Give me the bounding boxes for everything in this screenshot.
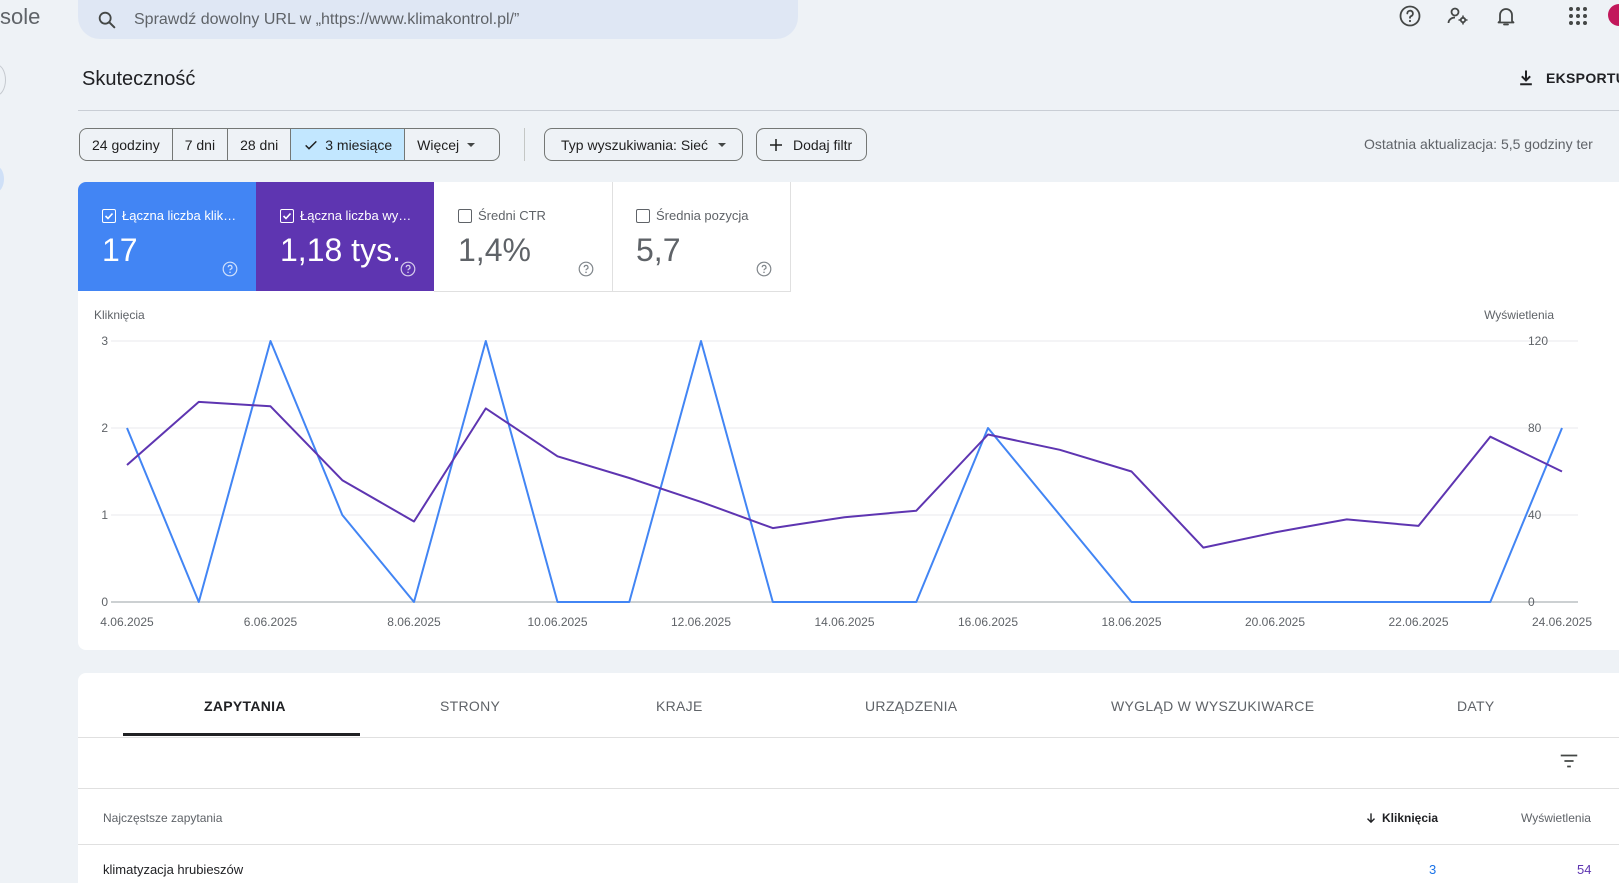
x-tick-label: 14.06.2025	[814, 615, 874, 629]
tab-pages[interactable]: STRONY	[440, 698, 501, 714]
filter-separator	[524, 128, 525, 161]
metric-value: 5,7	[636, 232, 681, 268]
series-line-clicks	[126, 340, 1563, 603]
impressions-cell: 54	[1577, 862, 1592, 877]
help-icon[interactable]	[756, 261, 772, 277]
admin-settings-icon[interactable]	[1446, 4, 1470, 28]
download-icon	[1520, 70, 1532, 86]
export-button[interactable]: EKSPORTU	[1516, 68, 1619, 88]
checkbox-checked-icon[interactable]	[102, 208, 116, 223]
y-right-tick-label: 80	[1528, 421, 1542, 435]
help-icon[interactable]	[578, 261, 594, 277]
y-left-tick-label: 0	[101, 595, 108, 609]
search-placeholder[interactable]: Sprawdź dowolny URL w „https://www.klima…	[134, 10, 520, 28]
y-left-tick-label: 3	[101, 334, 108, 348]
filter-icon[interactable]	[1558, 750, 1580, 772]
metric-total-clicks[interactable]: Łączna liczba klik… 17	[78, 182, 256, 291]
clicks-cell: 3	[1429, 862, 1437, 877]
performance-chart[interactable]: 0 1 2 3 0 40 80 120 Kliknięcia Wyświetlenia 4.06.2…	[78, 300, 1619, 640]
url-inspection-search[interactable]: Sprawdź dowolny URL w „https://www.klima…	[78, 0, 798, 39]
tab-search-appearance[interactable]: WYGLĄD W WYSZUKIWARCE	[1111, 698, 1315, 714]
tab-countries[interactable]: KRAJE	[656, 698, 703, 714]
y-right-tick-label: 120	[1528, 334, 1548, 348]
x-tick-label: 8.06.2025	[387, 615, 441, 629]
range-3m[interactable]: 3 miesiące	[291, 129, 406, 160]
notifications-icon[interactable]	[1494, 4, 1518, 28]
range-7d[interactable]: 7 dni	[173, 129, 229, 160]
query-cell[interactable]: klimatyzacja hrubieszów	[103, 862, 244, 877]
app-name: sole	[0, 4, 41, 29]
x-tick-label: 16.06.2025	[958, 615, 1018, 629]
chevron-down-icon	[718, 142, 727, 147]
metric-average-ctr[interactable]: Średni CTR 1,4%	[434, 182, 613, 292]
metric-average-position[interactable]: Średnia pozycja 5,7	[612, 182, 791, 292]
help-icon[interactable]	[400, 261, 416, 277]
add-filter-button[interactable]: Dodaj filtr	[756, 128, 868, 161]
apps-grid-icon[interactable]	[1566, 4, 1590, 28]
range-more[interactable]: Więcej	[405, 129, 499, 160]
chevron-down-icon	[467, 142, 476, 147]
x-tick-label: 4.06.2025	[100, 615, 154, 629]
x-tick-label: 12.06.2025	[671, 615, 731, 629]
x-tick-label: 22.06.2025	[1388, 615, 1448, 629]
range-24h[interactable]: 24 godziny	[80, 129, 173, 160]
search-type-filter[interactable]: Typ wyszukiwania: Sieć	[544, 128, 744, 161]
check-icon	[305, 140, 318, 150]
divider	[78, 844, 1619, 845]
plus-icon	[770, 138, 782, 151]
range-28d[interactable]: 28 dni	[228, 129, 292, 160]
metric-total-impressions[interactable]: Łączna liczba wy… 1,18 tys.	[256, 182, 434, 291]
date-range-selector[interactable]: 24 godziny 7 dni 28 dni 3 miesiące Więce…	[79, 128, 501, 161]
tab-devices[interactable]: URZĄDZENIA	[865, 698, 958, 714]
tab-dates[interactable]: DATY	[1457, 698, 1495, 714]
x-tick-label: 10.06.2025	[527, 615, 587, 629]
help-icon[interactable]	[222, 261, 238, 277]
avatar[interactable]	[1608, 4, 1619, 26]
active-tab-indicator	[123, 733, 360, 736]
rail-item-active[interactable]	[0, 166, 4, 192]
checkbox-unchecked-icon[interactable]	[458, 208, 472, 223]
y-right-axis-label: Wyświetlenia	[1484, 308, 1554, 322]
divider	[78, 788, 1619, 789]
x-tick-label: 24.06.2025	[1532, 615, 1592, 629]
metric-value: 17	[102, 232, 138, 268]
divider	[78, 737, 1619, 738]
help-icon[interactable]	[1398, 4, 1422, 28]
checkbox-checked-icon[interactable]	[280, 208, 294, 223]
y-left-tick-label: 2	[101, 421, 108, 435]
tab-queries[interactable]: ZAPYTANIA	[204, 698, 286, 714]
export-label: EKSPORTU	[1546, 70, 1619, 86]
metric-value: 1,4%	[458, 232, 531, 268]
page-title: Skuteczność	[82, 68, 196, 90]
x-tick-label: 18.06.2025	[1101, 615, 1161, 629]
last-update-text: Ostatnia aktualizacja: 5,5 godziny ter	[1364, 136, 1593, 152]
x-tick-label: 6.06.2025	[244, 615, 298, 629]
arrow-down-icon	[1367, 813, 1375, 824]
column-header-impressions[interactable]: Wyświetlenia	[1521, 811, 1591, 825]
dimensions-card	[78, 673, 1619, 883]
metric-value: 1,18 tys.	[280, 232, 401, 268]
y-right-tick-label: 0	[1528, 595, 1535, 609]
column-header-query: Najczęstsze zapytania	[103, 811, 223, 825]
y-right-tick-label: 40	[1528, 508, 1542, 522]
column-header-clicks[interactable]: Kliknięcia	[1364, 811, 1438, 825]
series-line-impressions	[126, 400, 1563, 549]
divider	[78, 110, 1619, 111]
y-left-axis-label: Kliknięcia	[94, 308, 145, 322]
checkbox-unchecked-icon[interactable]	[636, 208, 650, 223]
search-icon	[98, 11, 116, 28]
rail-item[interactable]	[0, 64, 6, 96]
y-left-tick-label: 1	[101, 508, 108, 522]
x-tick-label: 20.06.2025	[1245, 615, 1305, 629]
